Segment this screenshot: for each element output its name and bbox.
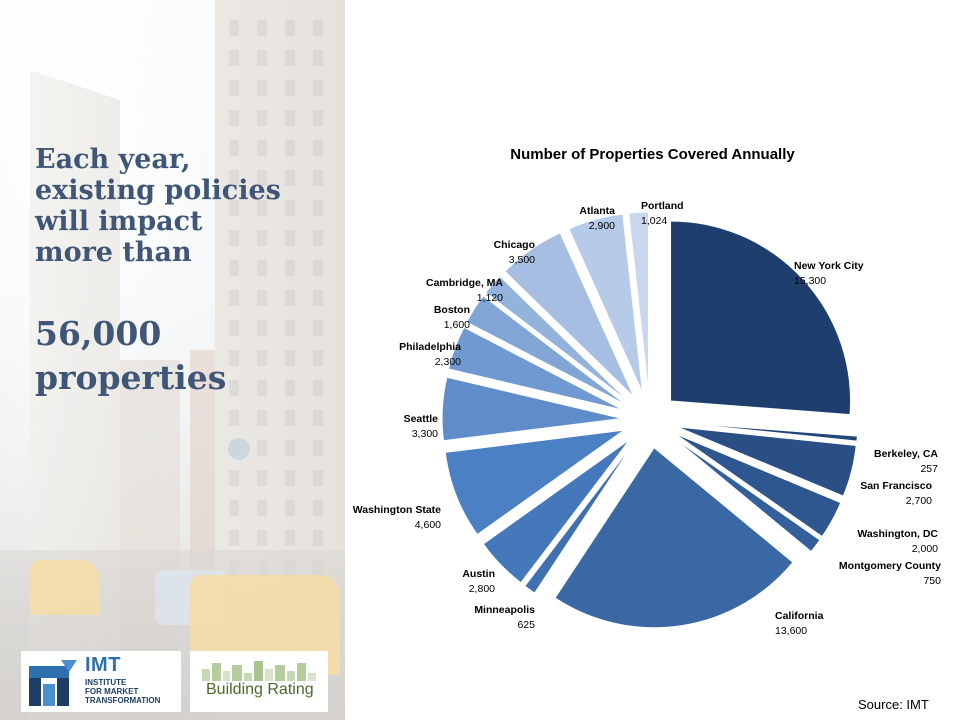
imt-logo-subtitle-line: FOR MARKET bbox=[85, 687, 139, 696]
slice-value-label: 1,024 bbox=[641, 215, 667, 227]
pie-slice-seattle bbox=[441, 376, 623, 442]
imt-logo-subtitle-line: TRANSFORMATION bbox=[85, 696, 161, 705]
slice-value-label: 2,700 bbox=[906, 495, 932, 507]
imt-logo-subtitle-line: INSTITUTE bbox=[85, 678, 127, 687]
slice-value-label: 625 bbox=[517, 619, 535, 631]
pie-slice-washington-state bbox=[444, 429, 625, 536]
headline-line: will impact bbox=[35, 206, 203, 237]
slice-label: Austin bbox=[462, 568, 495, 580]
slice-label: Atlanta bbox=[579, 205, 615, 217]
slice-label: Boston bbox=[434, 304, 470, 316]
slice-label: Washington State bbox=[353, 504, 441, 516]
headline-number-unit: properties bbox=[35, 358, 227, 397]
slice-label: Portland bbox=[641, 200, 684, 212]
slice-label: Washington, DC bbox=[857, 528, 938, 540]
pie-slice-portland bbox=[628, 211, 649, 393]
headline-number: 56,000 properties bbox=[35, 312, 226, 400]
imt-logo-name: IMT bbox=[85, 654, 121, 676]
slice-label: Seattle bbox=[404, 413, 439, 425]
slice-label: Chicago bbox=[494, 239, 535, 251]
slice-label: Montgomery County bbox=[839, 560, 941, 572]
slice-value-label: 3,500 bbox=[509, 254, 535, 266]
pie-slice-boston bbox=[465, 295, 627, 406]
chart-title: Number of Properties Covered Annually bbox=[510, 146, 795, 163]
slice-value-label: 15,300 bbox=[794, 275, 826, 287]
pie-slice-san-francisco bbox=[676, 426, 857, 497]
slice-value-label: 1,120 bbox=[477, 292, 503, 304]
pie-slice-washington-dc bbox=[674, 433, 842, 538]
slice-label: California bbox=[775, 610, 824, 622]
imt-logo-subtitle: INSTITUTE FOR MARKET TRANSFORMATION bbox=[85, 678, 160, 705]
slice-label: Minneapolis bbox=[474, 604, 535, 616]
slice-value-label: 2,800 bbox=[469, 583, 495, 595]
skyline-icon bbox=[202, 661, 316, 681]
pie-slice-atlanta bbox=[568, 213, 644, 394]
city-photo-background bbox=[0, 0, 345, 720]
pie-slice-new-york-city bbox=[670, 220, 852, 416]
pie-slice-cambridge-ma bbox=[484, 275, 630, 403]
slice-value-label: 3,300 bbox=[412, 428, 438, 440]
pie-slice-california bbox=[554, 446, 794, 629]
slice-label: Philadelphia bbox=[399, 341, 461, 353]
headline-text: Each year, existing policies will impact… bbox=[35, 144, 281, 268]
headline-line: Each year, bbox=[35, 144, 191, 175]
slice-value-label: 2,000 bbox=[912, 543, 938, 555]
headline-line: more than bbox=[35, 237, 192, 268]
pie-slice-berkeley-ca bbox=[677, 422, 858, 442]
building-rating-text: Building Rating bbox=[206, 681, 314, 698]
headline-line: existing policies bbox=[35, 175, 281, 206]
slice-label: New York City bbox=[794, 260, 864, 272]
slice-label: San Francisco bbox=[860, 480, 932, 492]
slice-value-label: 1,600 bbox=[444, 319, 470, 331]
headline-number-value: 56,000 bbox=[35, 314, 162, 353]
slice-label: Berkeley, CA bbox=[874, 448, 938, 460]
pie-slice-philadelphia bbox=[447, 326, 624, 411]
slice-value-label: 2,900 bbox=[589, 220, 615, 232]
slice-value-label: 257 bbox=[920, 463, 938, 475]
pie-slice-montgomery-county bbox=[671, 436, 821, 553]
source-note: Source: IMT bbox=[858, 697, 929, 712]
building-rating-logo: Building Rating bbox=[190, 651, 328, 712]
slice-value-label: 13,600 bbox=[775, 625, 807, 637]
pie-slice-austin bbox=[482, 439, 631, 584]
slice-value-label: 750 bbox=[923, 575, 941, 587]
slice-value-label: 4,600 bbox=[415, 519, 441, 531]
imt-logo: IMT INSTITUTE FOR MARKET TRANSFORMATION bbox=[21, 651, 181, 712]
pie-slice-chicago bbox=[504, 232, 635, 398]
imt-logo-mark-icon bbox=[29, 660, 77, 706]
pie-slice-minneapolis bbox=[524, 442, 635, 594]
slice-label: Cambridge, MA bbox=[426, 277, 503, 289]
slice-value-label: 2,300 bbox=[435, 356, 461, 368]
